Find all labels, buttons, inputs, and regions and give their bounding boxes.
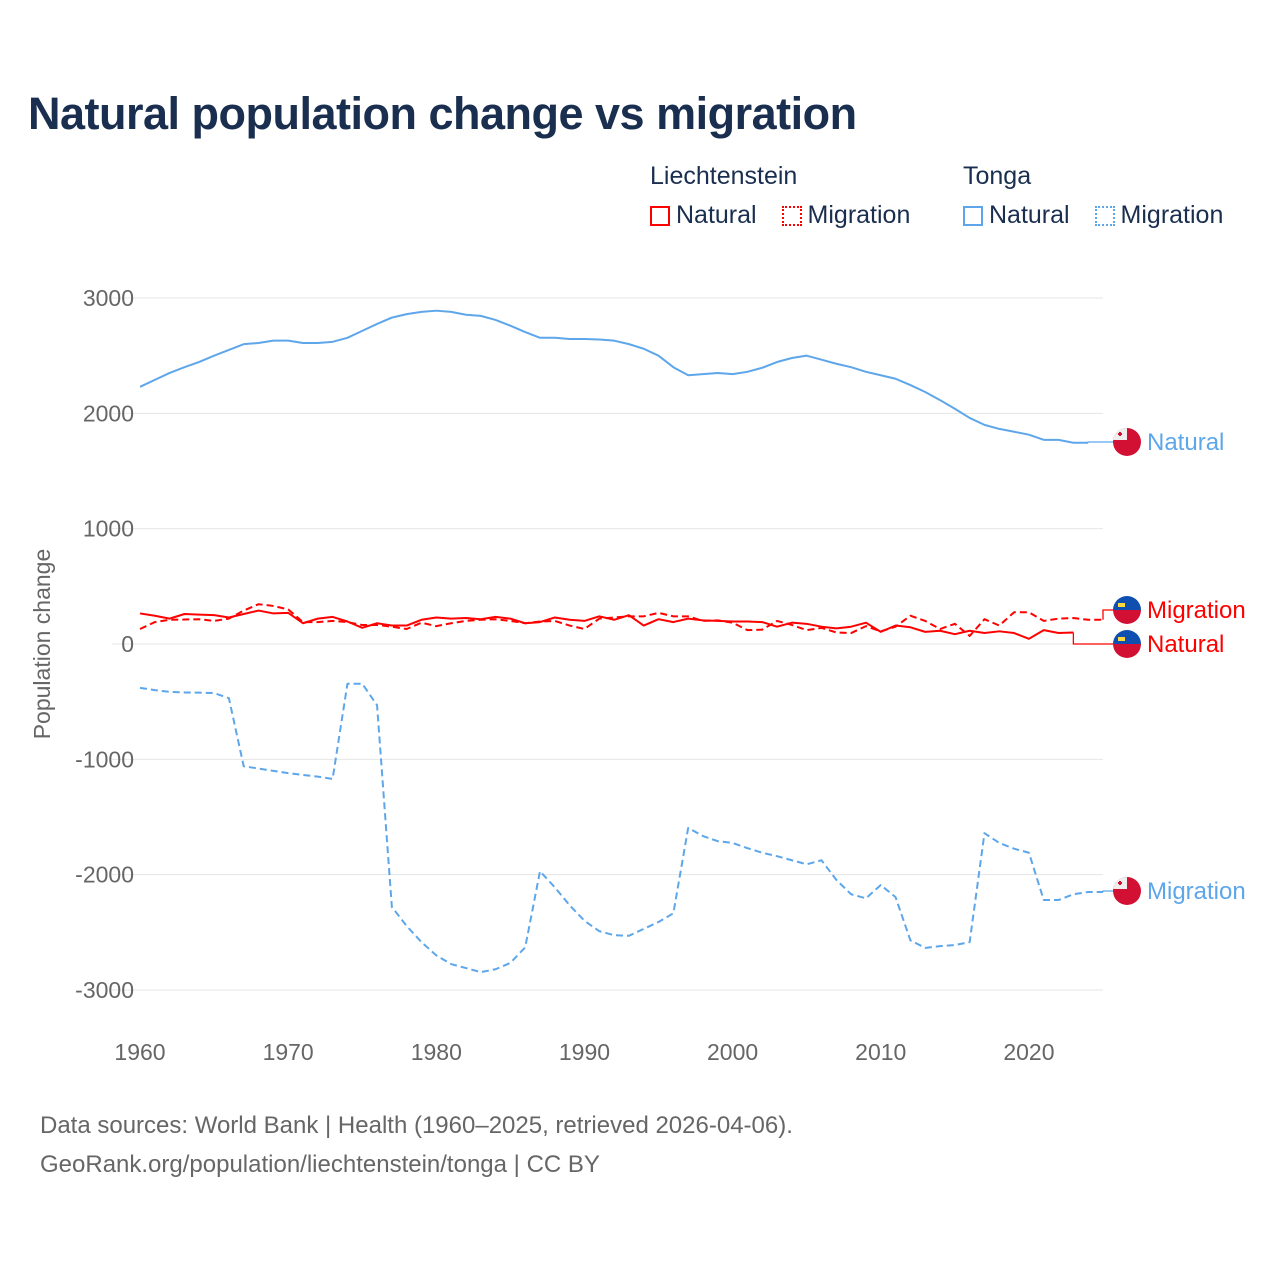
liechtenstein-flag-icon bbox=[1113, 630, 1141, 658]
label-connector bbox=[1102, 609, 1113, 620]
x-tick-label: 1960 bbox=[114, 1039, 165, 1065]
label-connector bbox=[1102, 890, 1113, 892]
series-end-label: Migration bbox=[1147, 597, 1246, 624]
y-tick-label: 3000 bbox=[83, 285, 134, 311]
series-end-label: Natural bbox=[1147, 429, 1224, 456]
footer-url[interactable]: GeoRank.org/population/liechtenstein/ton… bbox=[40, 1151, 600, 1178]
footer-sources: Data sources: World Bank | Health (1960–… bbox=[40, 1112, 793, 1139]
label-connector bbox=[1072, 632, 1113, 645]
flag-crown bbox=[1118, 603, 1125, 607]
legend-heading: Liechtenstein bbox=[650, 162, 798, 190]
legend-item-liechtenstein-migration[interactable]: Migration bbox=[781, 201, 911, 230]
flag-bottom bbox=[1113, 644, 1141, 658]
flag-cross bbox=[1119, 432, 1121, 436]
flag-cross bbox=[1119, 881, 1121, 885]
y-tick-label: 2000 bbox=[83, 400, 134, 426]
tonga-flag-icon bbox=[1113, 877, 1141, 905]
liechtenstein-flag-icon bbox=[1113, 596, 1141, 624]
series-end-label: Natural bbox=[1147, 631, 1224, 658]
legend-swatch-dotted-icon bbox=[781, 205, 802, 226]
tonga-flag-icon bbox=[1113, 428, 1141, 456]
legend-swatch-dotted-icon bbox=[1094, 205, 1115, 226]
legend-heading: Tonga bbox=[963, 162, 1032, 190]
footer: Data sources: World Bank | Health (1960–… bbox=[40, 1106, 793, 1184]
x-tick-label: 2000 bbox=[707, 1039, 758, 1065]
series-line-tonga-natural bbox=[139, 309, 1089, 444]
legend-group-tonga: Tonga Natural Migration bbox=[963, 162, 1223, 233]
legend-item-tonga-natural[interactable]: Natural bbox=[963, 201, 1070, 230]
y-tick-label: 0 bbox=[121, 631, 134, 657]
series-line-tonga-migration bbox=[139, 682, 1103, 974]
legend-item-liechtenstein-natural[interactable]: Natural bbox=[650, 201, 757, 230]
flag-bottom bbox=[1113, 610, 1141, 624]
x-tick-label: 1970 bbox=[263, 1039, 314, 1065]
x-tick-label: 2020 bbox=[1003, 1039, 1054, 1065]
y-tick-label: 1000 bbox=[83, 516, 134, 542]
flag-crown bbox=[1118, 637, 1125, 641]
series-end-label: Migration bbox=[1147, 878, 1246, 905]
legend-swatch-solid-icon bbox=[650, 205, 670, 226]
legend-label: Natural bbox=[676, 201, 757, 229]
x-tick-label: 1990 bbox=[559, 1039, 610, 1065]
x-tick-label: 2010 bbox=[855, 1039, 906, 1065]
legend-label: Natural bbox=[989, 201, 1070, 229]
y-axis-label: Population change bbox=[29, 549, 55, 740]
series-line-liechtenstein-migration bbox=[139, 603, 1103, 637]
y-tick-label: -3000 bbox=[75, 977, 134, 1003]
y-tick-label: -2000 bbox=[75, 862, 134, 888]
flag-top bbox=[1113, 630, 1141, 644]
label-connector bbox=[1087, 441, 1113, 443]
x-tick-label: 1980 bbox=[411, 1039, 462, 1065]
legend-swatch-solid-icon bbox=[963, 205, 983, 226]
legend-label: Migration bbox=[807, 201, 911, 229]
legend-group-liechtenstein: Liechtenstein Natural Migration bbox=[650, 162, 928, 233]
y-tick-label: -1000 bbox=[75, 746, 134, 772]
legend-label: Migration bbox=[1120, 201, 1224, 229]
chart-title: Natural population change vs migration bbox=[28, 88, 857, 139]
flag-top bbox=[1113, 596, 1141, 610]
legend-item-tonga-migration[interactable]: Migration bbox=[1094, 201, 1224, 230]
